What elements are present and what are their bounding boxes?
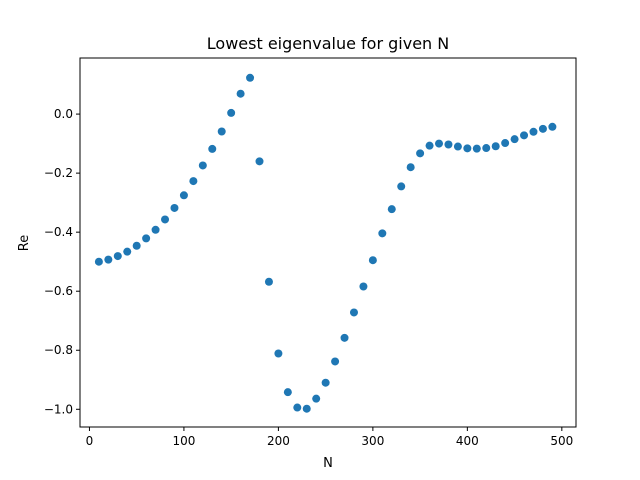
data-point (274, 349, 283, 358)
data-point (255, 157, 264, 166)
chart-title: Lowest eigenvalue for given N (207, 34, 449, 53)
data-point (217, 127, 226, 136)
data-point (444, 140, 453, 149)
x-tick-label: 300 (361, 434, 384, 448)
data-point (387, 205, 396, 214)
data-point (472, 144, 481, 153)
data-point (397, 182, 406, 191)
data-point (264, 277, 273, 286)
data-point (142, 234, 151, 243)
data-point (132, 241, 141, 250)
data-point (123, 247, 132, 256)
data-point (170, 203, 179, 212)
data-point (302, 404, 311, 413)
plot-area-frame (79, 57, 577, 428)
data-point (94, 257, 103, 266)
data-points (94, 73, 557, 413)
data-point (378, 229, 387, 238)
x-tick-label: 200 (267, 434, 290, 448)
data-point (312, 394, 321, 403)
x-tick-label: 0 (86, 434, 94, 448)
data-point (179, 191, 188, 200)
data-point (227, 108, 236, 117)
x-axis: 0 100 200 300 400 500 (86, 427, 573, 448)
data-point (368, 256, 377, 265)
y-tick-label: −0.6 (44, 284, 73, 298)
y-axis: 0.0 −0.2 −0.4 −0.6 −0.8 −1.0 (44, 107, 80, 416)
data-point (208, 144, 217, 153)
data-point (501, 139, 510, 148)
x-tick-label: 100 (172, 434, 195, 448)
data-point (463, 144, 472, 153)
data-point (435, 139, 444, 148)
data-point (293, 403, 302, 412)
data-point (359, 282, 368, 291)
data-point (453, 142, 462, 151)
data-point (491, 142, 500, 151)
y-tick-label: 0.0 (54, 107, 73, 121)
data-point (151, 225, 160, 234)
data-point (340, 333, 349, 342)
data-point (113, 252, 122, 261)
y-tick-label: −0.2 (44, 166, 73, 180)
data-point (529, 127, 538, 136)
data-point (236, 89, 245, 98)
data-point (538, 124, 547, 133)
x-tick-label: 400 (456, 434, 479, 448)
data-point (425, 141, 434, 150)
data-point (482, 144, 491, 153)
data-point (161, 215, 170, 224)
y-tick-label: −1.0 (44, 402, 73, 416)
y-tick-label: −0.8 (44, 343, 73, 357)
x-axis-label: N (323, 456, 333, 471)
data-point (548, 122, 557, 131)
data-point (321, 378, 330, 387)
data-point (198, 161, 207, 170)
data-point (406, 163, 415, 172)
data-point (416, 149, 425, 158)
data-point (246, 73, 255, 82)
data-point (520, 131, 529, 140)
data-point (349, 308, 358, 317)
y-axis-label: Re (17, 235, 32, 251)
x-tick-label: 500 (550, 434, 573, 448)
data-point (104, 255, 113, 264)
data-point (331, 357, 340, 366)
data-point (283, 388, 292, 397)
data-point (189, 177, 198, 186)
data-point (510, 135, 519, 144)
y-tick-label: −0.4 (44, 225, 73, 239)
